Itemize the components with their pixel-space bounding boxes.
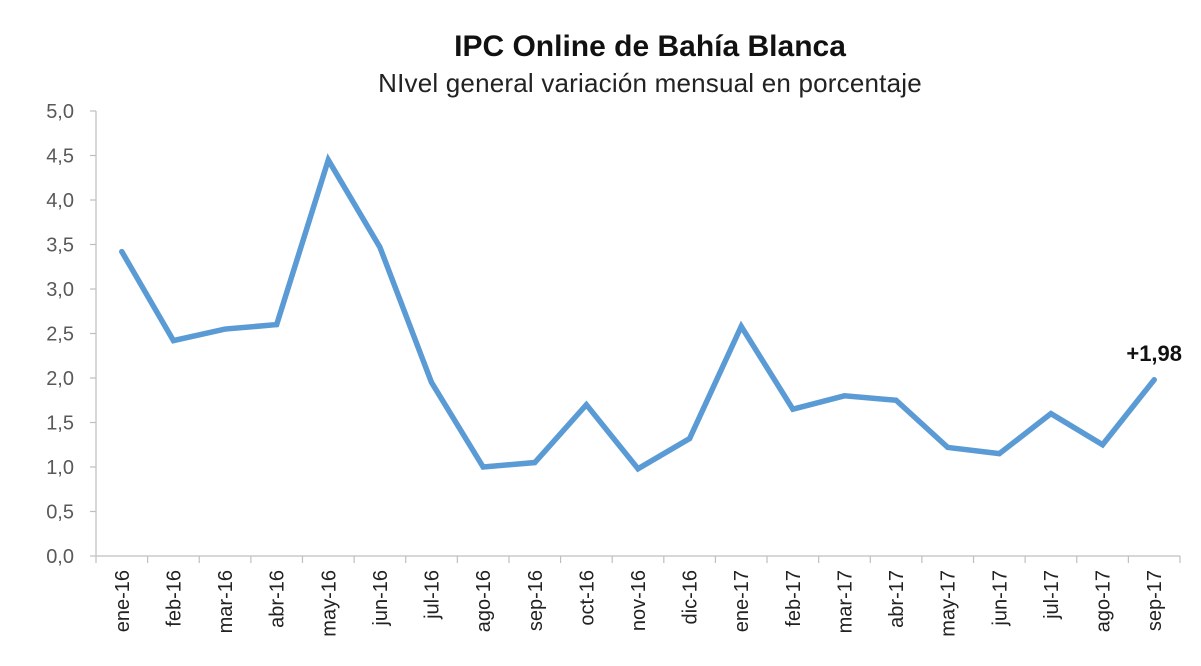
x-tick-label: mar-17	[834, 570, 856, 633]
data-point	[996, 451, 1002, 457]
y-tick-label: 3,5	[46, 235, 74, 257]
y-tick-label: 2,0	[46, 368, 74, 390]
data-point	[377, 244, 383, 250]
y-tick-label: 0,0	[46, 546, 74, 568]
x-tick-label: ene-16	[112, 570, 134, 632]
x-tick-label: feb-16	[163, 570, 185, 627]
x-tick-label: ene-17	[731, 570, 753, 632]
y-tick-label: 1,5	[46, 413, 74, 435]
x-tick-label: jun-16	[370, 570, 392, 627]
data-point	[222, 326, 228, 332]
data-point	[428, 379, 435, 386]
data-point	[119, 249, 125, 255]
x-tick-label: sep-17	[1144, 570, 1166, 631]
data-point	[274, 322, 280, 328]
data-point	[1099, 442, 1106, 448]
annotation-layer: +1,98	[1126, 341, 1182, 366]
y-tick-label: 0,5	[46, 502, 74, 524]
y-tick-label: 3,0	[46, 279, 74, 301]
data-point	[480, 464, 486, 470]
y-tick-label: 4,0	[46, 190, 74, 212]
x-tick-label: ago-16	[473, 570, 495, 632]
data-point	[738, 323, 744, 329]
series-layer	[119, 153, 1157, 473]
x-tick-label: dic-16	[680, 570, 702, 624]
x-tick-label: jul-17	[1041, 570, 1063, 620]
chart-title: IPC Online de Bahía Blanca	[454, 30, 846, 63]
data-point	[325, 157, 331, 163]
y-tick-label: 4,5	[46, 146, 74, 168]
series-line	[119, 153, 1157, 473]
x-tick-label: abr-17	[886, 570, 908, 628]
x-tick-label: oct-16	[576, 570, 598, 626]
data-point	[893, 397, 899, 403]
x-axis: ene-16 feb-16 mar-16 abr-16 may-16 jun-16 jul-…	[95, 555, 1181, 637]
data-point	[1151, 377, 1157, 383]
chart-subtitle: NIvel general variación mensual en porce…	[378, 68, 922, 98]
data-point	[790, 406, 796, 412]
data-point	[841, 393, 848, 399]
data-point	[687, 435, 693, 442]
data-label-sep-17: +1,98	[1126, 341, 1182, 366]
x-tick-label: sep-16	[525, 570, 547, 631]
data-point	[945, 444, 951, 451]
y-tick-label: 1,0	[46, 457, 74, 479]
y-tick-label: 5,0	[46, 101, 74, 123]
x-tick-label: may-17	[938, 570, 960, 637]
x-tick-label: feb-17	[783, 570, 805, 627]
data-point	[583, 402, 589, 408]
data-point	[635, 466, 641, 472]
x-tick-label: mar-16	[215, 570, 237, 633]
x-tick-label: abr-16	[267, 570, 289, 628]
data-point	[1048, 411, 1054, 417]
x-tick-label: jun-17	[989, 570, 1011, 627]
data-point	[532, 459, 538, 466]
x-tick-label: nov-16	[628, 570, 650, 631]
y-tick-label: 2,5	[46, 324, 74, 346]
x-tick-label: jul-16	[422, 570, 444, 620]
data-point	[170, 338, 177, 344]
y-axis: 0,0 0,5 1,0 1,5 2,0 2,5 3,0 3,5 4,0 4,5 5,0	[46, 101, 97, 568]
x-tick-label: ago-17	[1093, 570, 1115, 632]
x-tick-label: may-16	[318, 570, 340, 637]
